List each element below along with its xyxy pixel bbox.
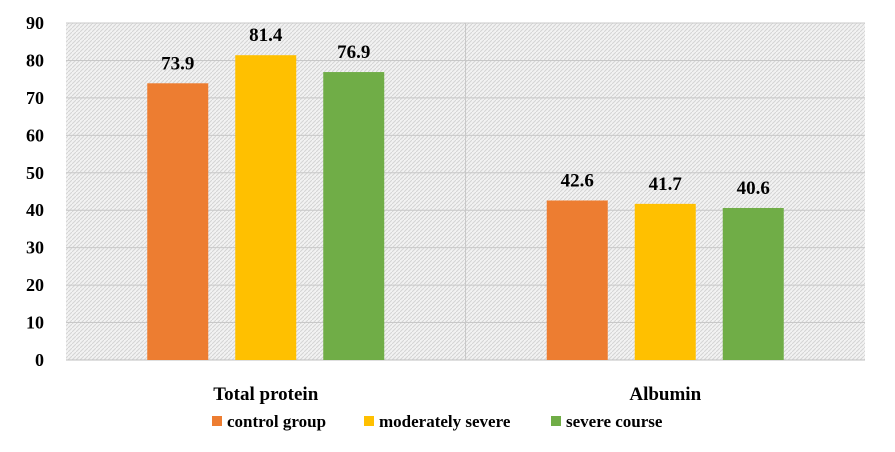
legend-label: control group [227, 412, 326, 431]
legend-swatch [551, 416, 561, 426]
bar [634, 203, 696, 360]
data-label: 76.9 [337, 42, 370, 63]
data-label: 81.4 [249, 25, 283, 46]
bar [546, 200, 608, 360]
bar [147, 83, 209, 360]
y-tick-label: 10 [26, 313, 44, 333]
y-tick-label: 40 [26, 200, 44, 220]
data-label: 40.6 [737, 178, 770, 199]
bar [323, 72, 385, 361]
bar [722, 207, 784, 360]
y-tick-label: 0 [35, 350, 44, 370]
y-tick-label: 20 [26, 275, 44, 295]
y-tick-label: 70 [26, 88, 44, 108]
y-tick-label: 80 [26, 50, 44, 70]
y-tick-label: 30 [26, 238, 44, 258]
data-label: 73.9 [161, 53, 194, 74]
bar [235, 55, 297, 361]
x-category-label: Albumin [629, 384, 701, 405]
legend-label: severe course [566, 412, 663, 431]
data-label: 42.6 [561, 170, 594, 191]
legend-swatch [364, 416, 374, 426]
legend-swatch [212, 416, 222, 426]
y-tick-label: 50 [26, 163, 44, 183]
y-tick-label: 90 [26, 13, 44, 33]
legend-label: moderately severe [379, 412, 511, 431]
y-tick-label: 60 [26, 125, 44, 145]
data-label: 41.7 [649, 174, 683, 195]
x-category-label: Total protein [213, 384, 318, 405]
